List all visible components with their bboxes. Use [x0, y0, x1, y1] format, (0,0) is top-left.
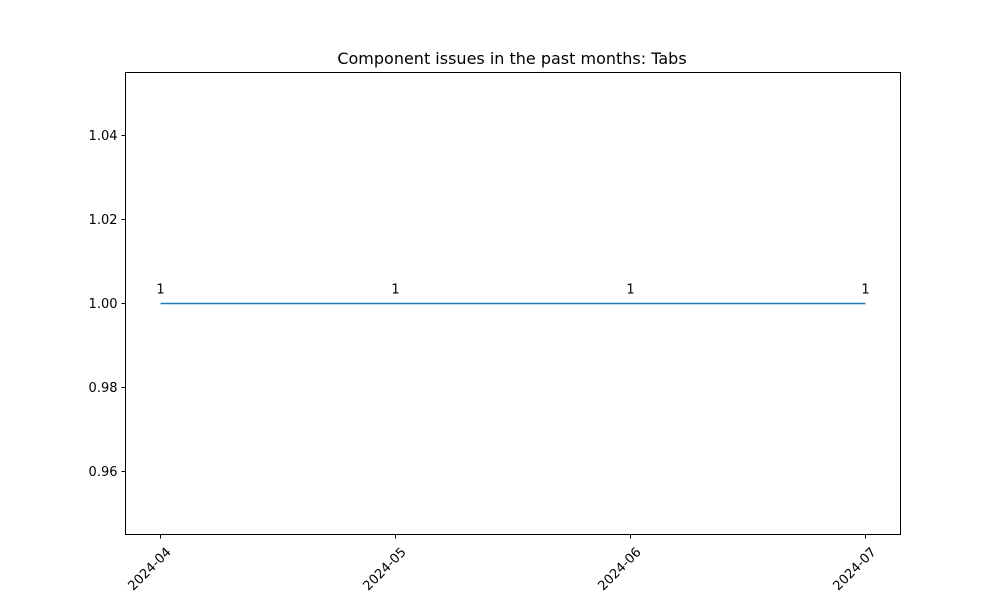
x-tick-label: 2024-07 [831, 545, 880, 594]
x-axis: 2024-04 2024-05 2024-06 2024-07 [126, 534, 880, 594]
y-axis: 0.96 0.98 1.00 1.02 1.04 [89, 129, 126, 480]
x-tick-label: 2024-06 [596, 545, 645, 594]
x-tick-label: 2024-05 [361, 545, 410, 594]
data-label: 1 [861, 283, 869, 298]
y-tick-label: 1.00 [89, 297, 118, 312]
x-tick-label: 2024-04 [126, 545, 175, 594]
y-tick-label: 1.02 [89, 213, 118, 228]
data-label: 1 [156, 283, 164, 298]
data-label: 1 [626, 283, 634, 298]
y-tick-label: 0.96 [89, 465, 118, 480]
plot-frame [125, 72, 901, 535]
y-tick-label: 0.98 [89, 381, 118, 396]
data-label: 1 [391, 283, 399, 298]
y-tick-label: 1.04 [89, 129, 118, 144]
chart-title: Component issues in the past months: Tab… [337, 49, 686, 68]
data-labels: 1 1 1 1 [156, 283, 869, 298]
